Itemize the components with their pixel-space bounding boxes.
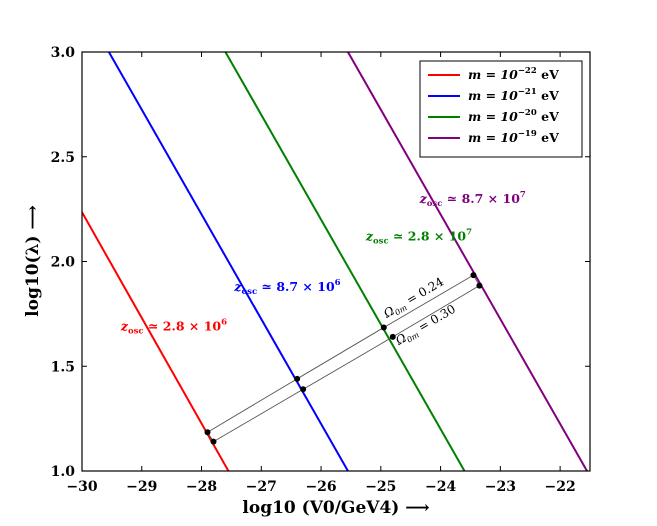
x-tick-label: −23: [485, 479, 516, 495]
zosc-label-m-21: zosc ≃ 8.7 × 106: [233, 278, 340, 297]
zosc-label-m-19: zosc ≃ 8.7 × 107: [419, 190, 526, 209]
intersection-point: [210, 438, 217, 445]
x-tick-label: −26: [305, 479, 336, 495]
intersection-point: [294, 375, 301, 382]
x-tick-label: −22: [545, 479, 576, 495]
omega-line-1: [213, 285, 480, 443]
series-layer: [82, 52, 588, 471]
series-line-m-19: [347, 52, 588, 471]
omega-lines-layer: [204, 272, 483, 445]
series-line-m-22: [82, 211, 230, 471]
x-tick-label: −28: [186, 479, 217, 495]
legend-entries: m = 10−22 eV m = 10−21 eV m = 10−20 eV m = …: [428, 66, 559, 145]
x-tick-label: −29: [126, 479, 157, 495]
series-line-m-21: [108, 52, 349, 471]
ticks-layer: −30 −29 −28 −27 −26 −25 −24 −23 −22 1.0 1.5 2.0 2.5 3…: [51, 45, 590, 495]
x-tick-label: −25: [365, 479, 396, 495]
intersection-point: [476, 282, 483, 289]
legend: m = 10−22 eV m = 10−21 eV m = 10−20 eV m = …: [419, 60, 583, 158]
legend-label-m-19: m = 10−19 eV: [468, 129, 559, 145]
intersection-point: [300, 386, 307, 393]
legend-label-m-21: m = 10−21 eV: [468, 87, 559, 103]
y-tick-label: 2.0: [51, 255, 76, 271]
y-tick-label: 1.5: [51, 359, 75, 375]
x-tick-label: −27: [246, 479, 277, 495]
x-tick-label: −24: [425, 479, 456, 495]
x-tick-label: −30: [66, 479, 97, 495]
series-line-m-20: [224, 52, 466, 471]
legend-label-m-22: m = 10−22 eV: [468, 66, 559, 82]
intersection-point: [380, 324, 387, 331]
zosc-label-m-20: zosc ≃ 2.8 × 107: [365, 228, 472, 247]
legend-label-m-20: m = 10−20 eV: [468, 108, 559, 124]
legend-box: [419, 60, 583, 158]
y-axis-title: log10(λ) ⟶: [23, 205, 43, 317]
annotation-layer: zosc ≃ 2.8 × 106 zosc ≃ 8.7 × 106 zosc ≃ 2…: [120, 190, 526, 349]
y-tick-label: 1.0: [51, 464, 76, 480]
y-tick-label: 2.5: [51, 150, 75, 166]
intersection-point: [470, 272, 477, 279]
intersection-point: [389, 333, 396, 340]
y-tick-label: 3.0: [51, 45, 76, 61]
zosc-label-m-22: zosc ≃ 2.8 × 106: [120, 318, 227, 337]
x-axis-title: log10 (V0/GeV4) ⟶: [242, 498, 429, 518]
intersection-point: [204, 429, 211, 436]
omega-line-0: [207, 274, 474, 433]
